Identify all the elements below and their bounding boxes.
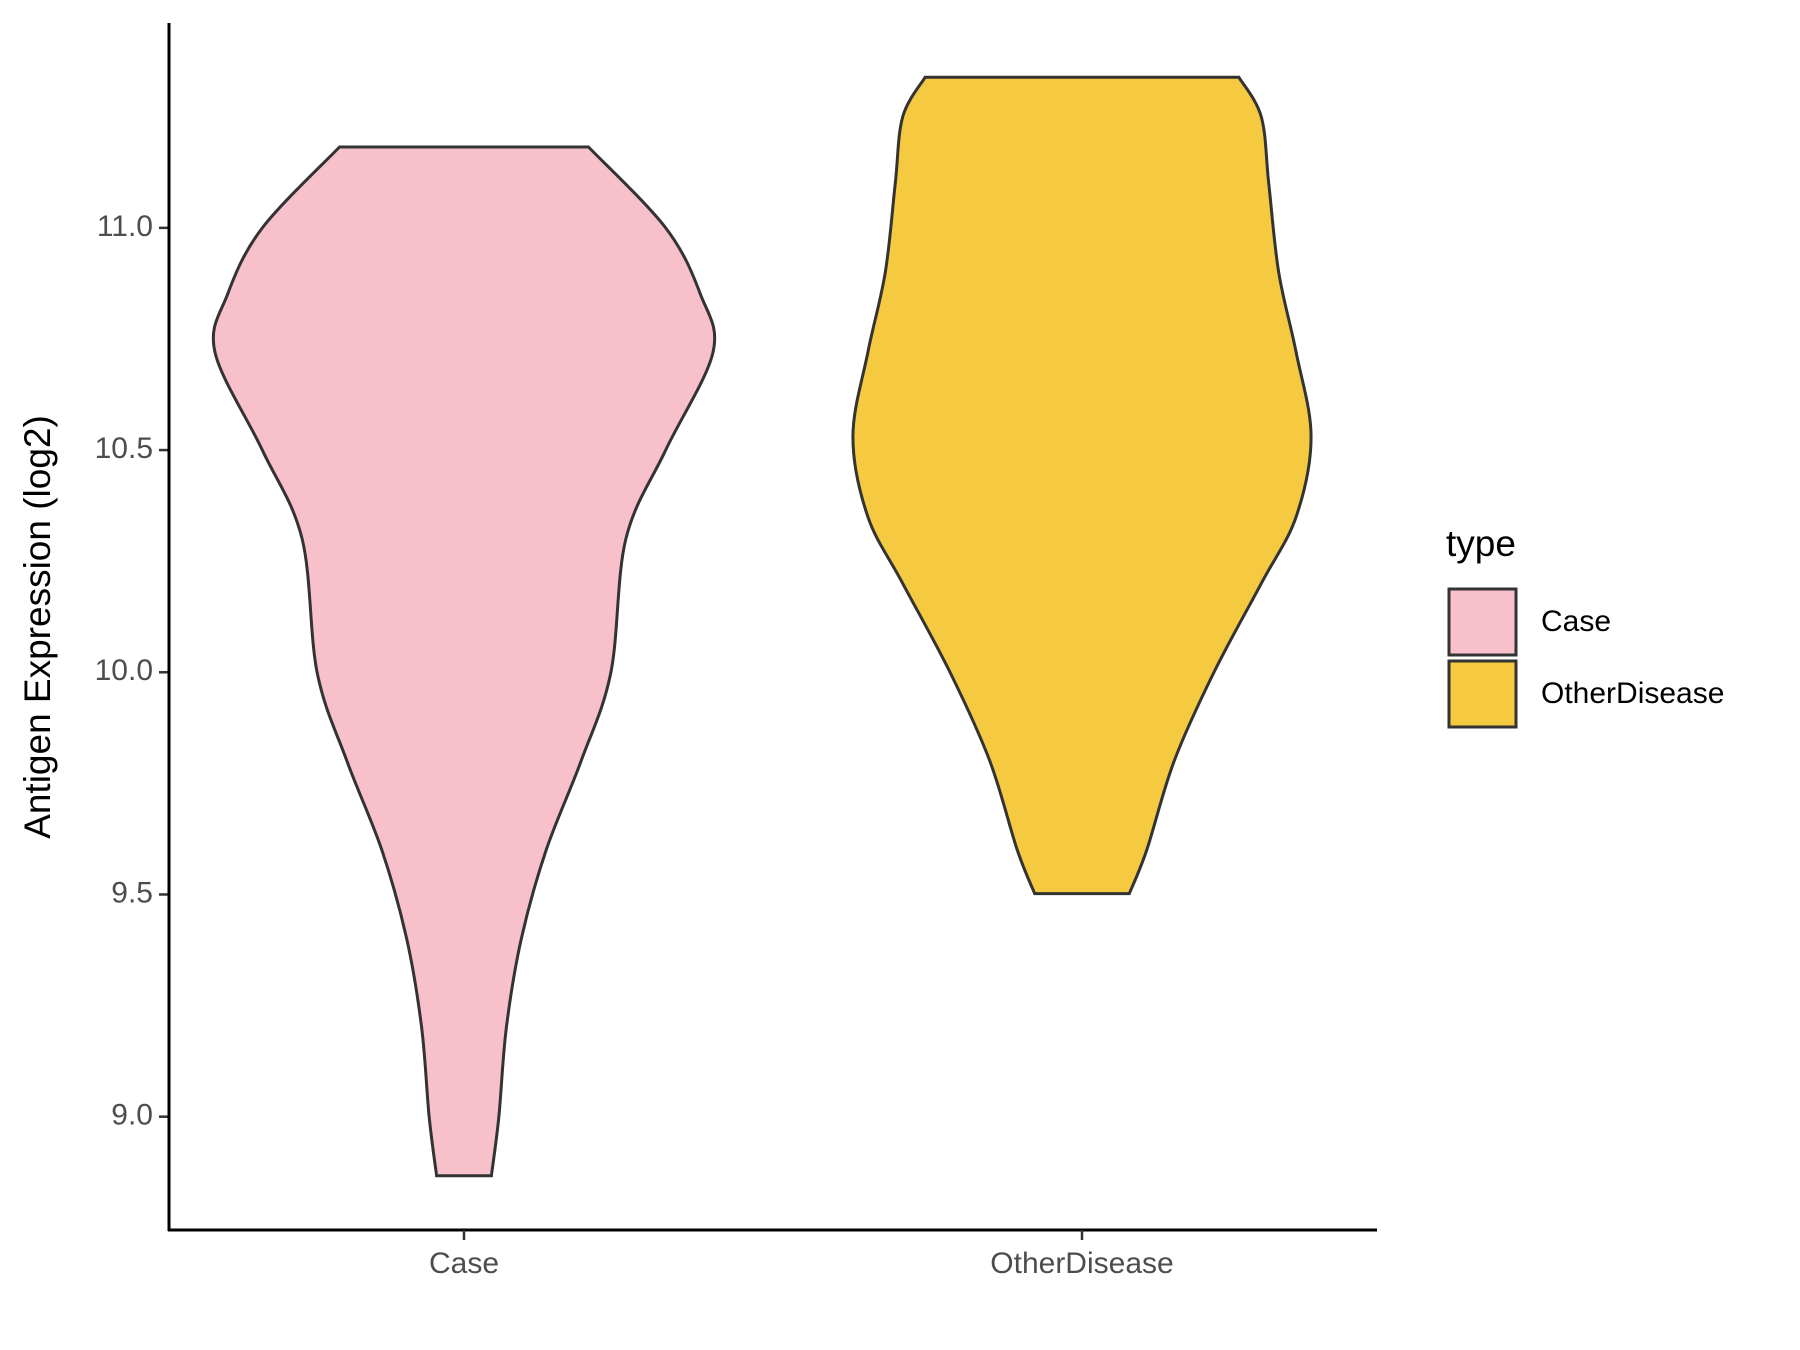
legend-key <box>1447 587 1518 657</box>
y-tick-label: 11.0 <box>97 210 153 243</box>
x-tick-label: OtherDisease <box>990 1247 1173 1280</box>
legend-label: OtherDisease <box>1541 677 1724 710</box>
y-tick-label: 9.0 <box>111 1099 153 1132</box>
legend-title: type <box>1446 523 1516 564</box>
legend-key <box>1447 659 1518 729</box>
y-tick-label: 9.5 <box>111 876 153 909</box>
legend-label: Case <box>1541 605 1611 638</box>
x-tick-label: Case <box>429 1247 499 1280</box>
violin <box>211 145 717 1178</box>
y-axis-title: Antigen Expression (log2) <box>17 415 58 839</box>
y-tick-label: 10.0 <box>95 654 153 687</box>
y-tick-label: 10.5 <box>95 432 153 465</box>
violin <box>851 75 1313 896</box>
